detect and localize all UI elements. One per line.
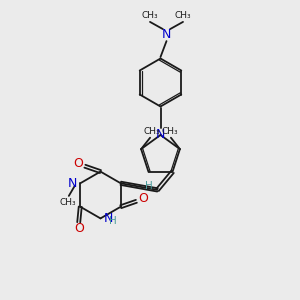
Text: H: H — [109, 216, 117, 226]
Text: N: N — [156, 128, 165, 142]
Text: N: N — [162, 28, 171, 41]
Text: O: O — [74, 157, 83, 170]
Text: N: N — [103, 212, 113, 225]
Text: N: N — [68, 177, 77, 190]
Text: CH₃: CH₃ — [175, 11, 191, 20]
Text: O: O — [138, 192, 148, 206]
Text: CH₃: CH₃ — [59, 198, 76, 207]
Text: CH₃: CH₃ — [142, 11, 158, 20]
Text: H: H — [145, 181, 153, 191]
Text: CH₃: CH₃ — [161, 127, 178, 136]
Text: O: O — [74, 222, 84, 236]
Text: CH₃: CH₃ — [143, 127, 160, 136]
